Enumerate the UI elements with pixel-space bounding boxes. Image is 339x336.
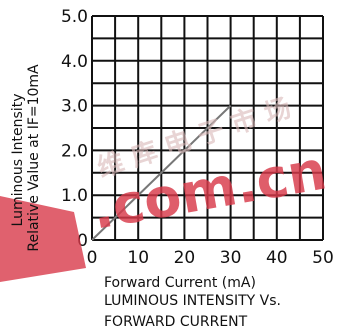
x-axis-title: Forward Current (mA) [104, 275, 256, 291]
y-axis-title: Luminous Intensity Relative Value at IF=… [10, 64, 42, 252]
y-tick-label: 2.0 [61, 141, 88, 161]
x-tick-label: 40 [266, 248, 288, 268]
x-tick-label: 10 [127, 248, 149, 268]
y-tick-label: 5.0 [61, 7, 88, 27]
y-tick-label: 1.0 [61, 186, 88, 206]
x-tick-label: 20 [174, 248, 196, 268]
caption-line-1: LUMINOUS INTENSITY Vs. [104, 293, 281, 309]
y-tick-label: 3.0 [61, 97, 88, 117]
y-axis-title-line-2: Relative Value at IF=10mA [26, 64, 42, 252]
x-tick-label: 30 [220, 248, 242, 268]
caption-line-2: FORWARD CURRENT [104, 314, 248, 330]
x-tick-label: 0 [87, 248, 98, 268]
x-tick-label: 50 [312, 248, 334, 268]
y-tick-label: 4.0 [61, 52, 88, 72]
y-axis-title-line-1: Luminous Intensity [10, 94, 26, 227]
